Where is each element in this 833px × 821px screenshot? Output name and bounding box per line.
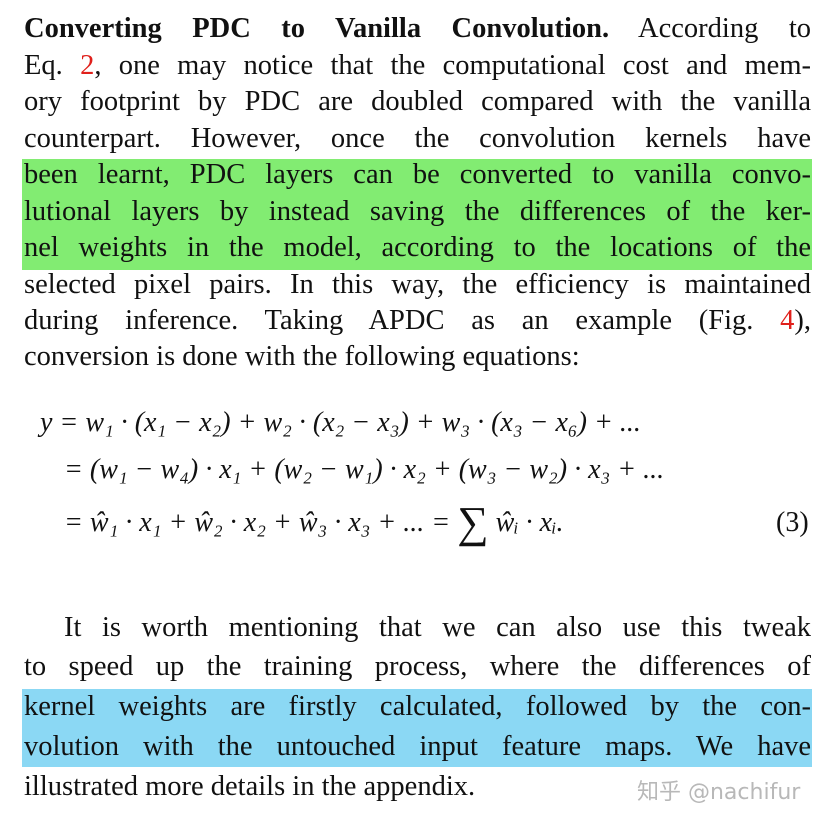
- p1-line-2: Eq. 2, one may notice that the computati…: [24, 50, 811, 81]
- p2-line-5: illustrated more details in the appendix…: [24, 771, 476, 802]
- equation-line-2: = (w₁ − w₄) · x₁ + (w₂ − w₁) · x₂ + (w₃ …: [64, 454, 665, 485]
- figure-ref-link[interactable]: 4: [780, 305, 795, 336]
- p1-line-8: selected pixel pairs. In this way, the e…: [24, 269, 811, 300]
- p1-line-5: been learnt, PDC layers can be converted…: [24, 159, 811, 190]
- p1-line-3: ory footprint by PDC are doubled compare…: [24, 86, 811, 117]
- highlight-blue: [22, 689, 812, 767]
- p1-line-1: Converting PDC to Vanilla Convolution. A…: [24, 13, 811, 44]
- watermark: 知乎 @nachifur: [637, 780, 801, 805]
- p1-line-9: during inference. Taking APDC as an exam…: [24, 305, 811, 336]
- equation-line-3: = ŵ₁ · x₁ + ŵ₂ · x₂ + ŵ₃ · x₃ + ... = ∑ …: [64, 498, 564, 547]
- p1-line-6: lutional layers by instead saving the di…: [24, 196, 811, 227]
- p2-line-1: It is worth mentioning that we can also …: [64, 612, 811, 643]
- sum-symbol: ∑: [457, 498, 489, 547]
- p1-line-4: counterpart. However, once the convoluti…: [24, 123, 811, 154]
- equation-number: (3): [776, 507, 809, 538]
- p2-line-4: volution with the untouched input featur…: [24, 731, 811, 762]
- p2-line-2: to speed up the training process, where …: [24, 651, 811, 682]
- p1-line-10: conversion is done with the following eq…: [24, 341, 580, 372]
- equation-line-1: y = w₁ · (x₁ − x₂) + w₂ · (x₂ − x₃) + w₃…: [40, 407, 641, 438]
- section-heading: Converting PDC to Vanilla Convolution.: [24, 13, 610, 44]
- equation-ref-link[interactable]: 2: [80, 50, 95, 81]
- highlight-green: [22, 159, 812, 270]
- p2-line-3: kernel weights are firstly calculated, f…: [24, 691, 811, 722]
- p1-line-7: nel weights in the model, according to t…: [24, 232, 811, 263]
